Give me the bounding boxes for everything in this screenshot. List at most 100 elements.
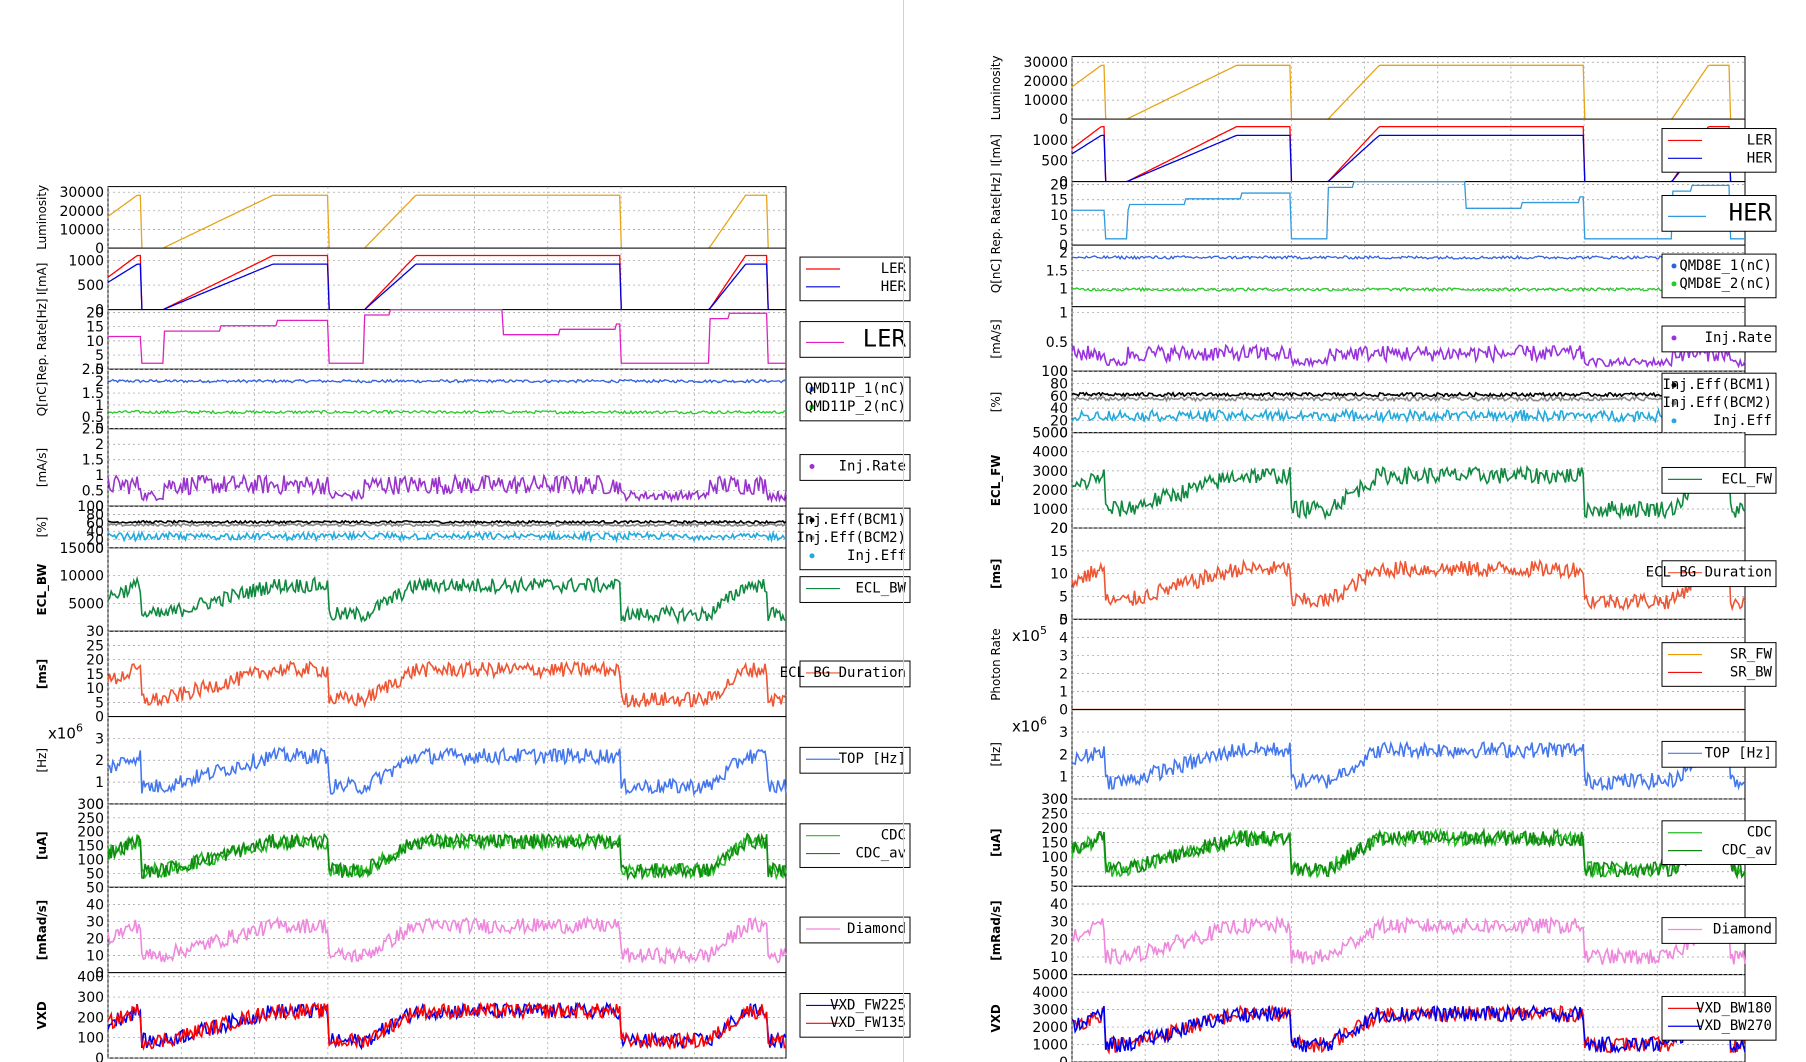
y-axis-label: VXD xyxy=(35,1001,49,1029)
legend-box xyxy=(1661,560,1777,588)
y-tick-label: 50 xyxy=(1050,865,1068,881)
y-axis-label: Photon Rate xyxy=(989,628,1003,701)
y-tick-label: 1000 xyxy=(1032,502,1068,518)
legend-label: HER xyxy=(1729,198,1773,226)
plot-frame xyxy=(1071,181,1746,246)
series-qmd11p-1-nc- xyxy=(107,378,787,384)
y-tick-label: 1.5 xyxy=(82,453,104,469)
y-tick-label: 150 xyxy=(1041,836,1068,852)
legend-box xyxy=(799,746,911,774)
y-tick-label: 20 xyxy=(1050,413,1068,429)
y-tick-label: 40 xyxy=(86,897,104,913)
y-tick-label: 5 xyxy=(95,695,104,711)
y-tick-label: 5 xyxy=(1059,612,1068,628)
y-tick-label: 0 xyxy=(1059,112,1068,128)
legend-label: CDC xyxy=(881,828,906,844)
legend-marker xyxy=(809,464,815,469)
y-tick-label: 1 xyxy=(1059,685,1068,701)
y-tick-label: 10 xyxy=(86,334,104,350)
y-tick-label: 5000 xyxy=(1032,968,1068,984)
legend-label: VXD_FW135 xyxy=(830,1015,906,1031)
legend-label: ECL_BW xyxy=(855,581,906,597)
y-tick-label: 0 xyxy=(1059,521,1068,537)
y-tick-label: 200 xyxy=(1041,821,1068,837)
y-tick-label: 0 xyxy=(95,797,104,813)
legend-label: CDC_av xyxy=(855,846,906,862)
y-tick-label: 10 xyxy=(86,681,104,697)
legend-label: LER xyxy=(863,324,907,352)
legend-box xyxy=(1661,325,1777,353)
legend-label: Inj.Eff xyxy=(847,548,906,564)
y-tick-label: 0 xyxy=(95,541,104,557)
legend-marker xyxy=(809,386,815,392)
series-cdc-av xyxy=(107,832,787,882)
y-tick-label: 3000 xyxy=(1032,1003,1068,1019)
y-axis-label: [mRad/s] xyxy=(35,900,49,960)
y-tick-label: 15 xyxy=(1050,544,1068,560)
axis-multiplier: x106 xyxy=(1012,715,1047,736)
legend-box xyxy=(799,660,911,688)
series-top-hz- xyxy=(1071,740,1746,792)
y-tick-label: 30 xyxy=(86,914,104,930)
y-tick-label: 30000 xyxy=(59,185,104,201)
y-axis-label: Q[nC] xyxy=(35,382,49,416)
chart-row-6: 020406080100[%]Inj.Eff(BCM1)Inj.Eff(BCM2… xyxy=(35,499,911,571)
y-tick-label: 20000 xyxy=(59,204,104,220)
legend-marker xyxy=(1671,418,1677,424)
y-tick-label: 0.5 xyxy=(82,410,104,426)
legend: Inj.Eff(BCM1) Inj.Eff(BCM2) Inj.Eff xyxy=(1661,372,1777,436)
legend-marker xyxy=(809,535,815,541)
plot-frame xyxy=(107,886,787,974)
y-tick-label: 0 xyxy=(1059,703,1068,719)
y-tick-label: 0.5 xyxy=(1046,335,1068,351)
legend: HER xyxy=(1661,195,1777,232)
y-axis-label: I[mA] xyxy=(35,263,49,296)
legend-label: CDC xyxy=(1747,825,1772,841)
axis-multiplier: x105 xyxy=(1012,624,1047,645)
y-axis-label: [Hz] xyxy=(989,742,1003,766)
y-tick-label: 250 xyxy=(77,811,104,827)
y-tick-label: 20 xyxy=(1050,521,1068,537)
chart-row-9: 0 1 2 3 x106 [Hz] TOP [Hz] xyxy=(35,716,911,813)
legend: ECL_BW xyxy=(799,576,911,603)
y-tick-label: 40 xyxy=(86,524,104,540)
y-tick-label: 30 xyxy=(1050,915,1068,931)
series-inj-eff-bcm2- xyxy=(107,522,787,528)
legend-label: Inj.Eff(BCM1) xyxy=(1662,377,1772,393)
y-tick-label: 0 xyxy=(95,241,104,257)
plot-frame xyxy=(1071,432,1746,529)
y-axis-label: [mA/s] xyxy=(35,448,49,487)
y-tick-label: 15000 xyxy=(59,541,104,557)
y-tick-label: 100 xyxy=(1041,364,1068,380)
y-tick-label: 0 xyxy=(95,362,104,378)
y-axis-label: [%] xyxy=(35,517,49,538)
y-tick-label: 500 xyxy=(77,278,104,294)
y-tick-label: 10000 xyxy=(59,569,104,585)
y-tick-label: 0 xyxy=(95,303,104,319)
y-tick-label: 200 xyxy=(77,1010,104,1026)
y-tick-label: 300 xyxy=(77,990,104,1006)
y-tick-label: 0.5 xyxy=(82,484,104,500)
axis-multiplier-exp: 6 xyxy=(1040,715,1047,728)
legend: QMD8E_1(nC) QMD8E_2(nC) xyxy=(1661,253,1777,299)
y-tick-label: 50 xyxy=(1050,879,1068,895)
plot-frame xyxy=(107,247,787,311)
legend: Inj.Rate xyxy=(1661,325,1777,353)
y-tick-label: 0 xyxy=(1059,792,1068,808)
legend: LER HER xyxy=(1661,128,1777,173)
legend-label: TOP [Hz] xyxy=(839,751,906,767)
y-tick-label: 40 xyxy=(1050,897,1068,913)
y-tick-label: 0 xyxy=(1059,612,1068,628)
y-tick-label: 1000 xyxy=(1032,1038,1068,1054)
y-axis-label: Rep. Rate[Hz] xyxy=(35,298,49,380)
y-tick-label: 20000 xyxy=(1023,74,1068,90)
legend-label: SR_BW xyxy=(1730,664,1773,680)
legend-label: Inj.Eff(BCM1) xyxy=(796,512,906,528)
y-tick-label: 300 xyxy=(1041,792,1068,808)
plot-frame xyxy=(107,186,787,249)
series-vxd-fw135 xyxy=(107,1001,787,1052)
